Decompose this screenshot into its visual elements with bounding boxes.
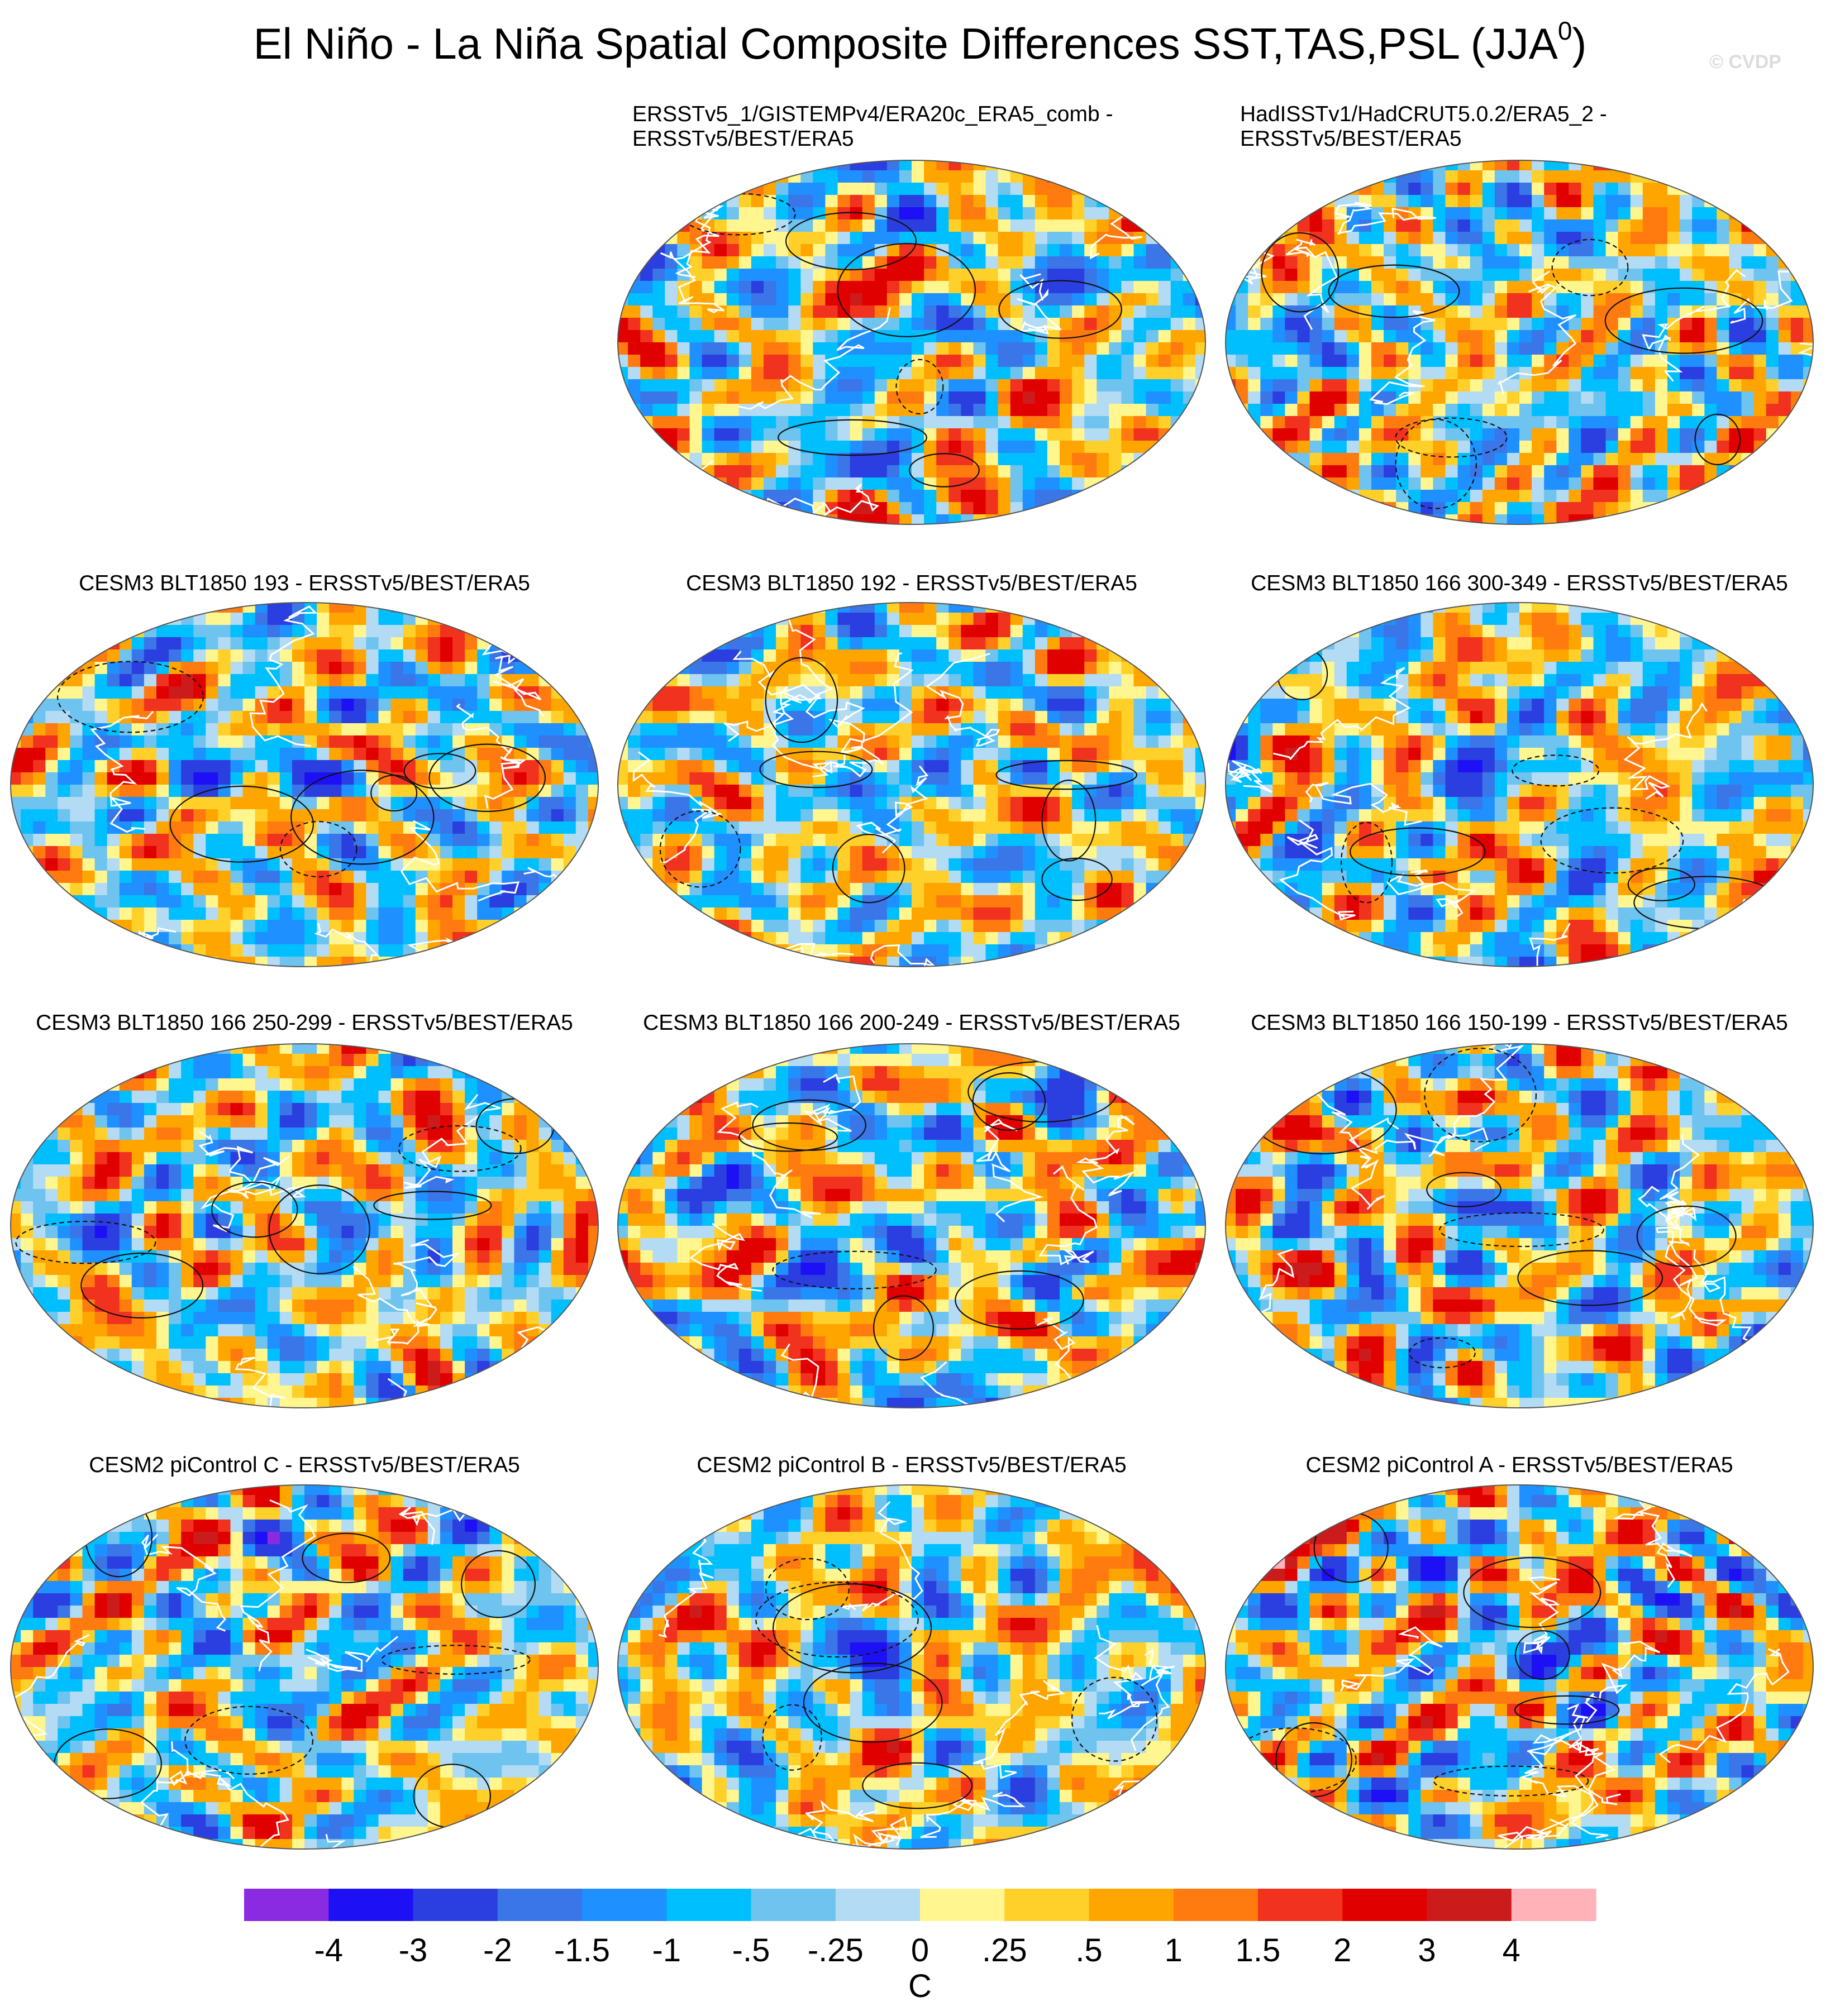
colorbar-swatch <box>497 1889 583 1921</box>
panel-title-line: ERSSTv5/BEST/ERA5 <box>632 127 854 151</box>
colorbar-swatch <box>1173 1889 1259 1921</box>
map-field <box>11 1044 598 1408</box>
colorbar-tick-label: -2 <box>483 1932 512 1969</box>
map-r1c3 <box>1225 160 1814 525</box>
colorbar-tick-label: 3 <box>1418 1932 1436 1969</box>
map-field <box>618 160 1205 524</box>
colorbar-tick-label: 1.5 <box>1236 1932 1281 1969</box>
panel-title-line: CESM3 BLT1850 166 300-349 - ERSSTv5/BEST… <box>1251 571 1788 595</box>
panel-title-r2c3: CESM3 BLT1850 166 300-349 - ERSSTv5/BEST… <box>1207 571 1832 596</box>
panel-title-line: ERSSTv5_1/GISTEMPv4/ERA20c_ERA5_comb - <box>632 102 1113 126</box>
panel-title-r3c1: CESM3 BLT1850 166 250-299 - ERSSTv5/BEST… <box>0 1011 617 1035</box>
colorbar-tick-label: .25 <box>982 1932 1027 1969</box>
colorbar-swatch <box>835 1889 921 1921</box>
colorbar-swatch <box>666 1889 752 1921</box>
panel-title-line: ERSSTv5/BEST/ERA5 <box>1240 127 1462 151</box>
map-r3c2 <box>617 1043 1206 1408</box>
map-r2c3 <box>1225 602 1814 967</box>
colorbar-unit: C <box>908 1968 932 2004</box>
panel-title-line: HadISSTv1/HadCRUT5.0.2/ERA5_2 - <box>1240 102 1607 126</box>
colorbar-swatch <box>1342 1889 1428 1921</box>
colorbar-swatch <box>328 1889 414 1921</box>
map-r4c3 <box>1225 1484 1814 1850</box>
colorbar-tick-label: -.25 <box>808 1932 864 1969</box>
colorbar-swatch <box>751 1889 836 1921</box>
colorbar-tick-label: -1.5 <box>554 1932 610 1969</box>
panel-title-r3c2: CESM3 BLT1850 166 200-249 - ERSSTv5/BEST… <box>599 1011 1224 1035</box>
colorbar-tick-label: -3 <box>399 1932 428 1969</box>
map-field <box>1226 160 1813 524</box>
map-r3c1 <box>10 1043 599 1408</box>
colorbar-swatch <box>1258 1889 1343 1921</box>
panel-title-line: CESM3 BLT1850 166 200-249 - ERSSTv5/BEST… <box>643 1011 1180 1035</box>
panel-title-line: CESM3 BLT1850 192 - ERSSTv5/BEST/ERA5 <box>686 571 1137 595</box>
panel-title-line: CESM2 piControl B - ERSSTv5/BEST/ERA5 <box>697 1453 1127 1477</box>
map-r2c2 <box>617 602 1206 967</box>
panel-title-line: CESM3 BLT1850 166 250-299 - ERSSTv5/BEST… <box>36 1011 573 1035</box>
map-r4c1 <box>10 1484 599 1850</box>
colorbar-tick-label: -1 <box>652 1932 681 1969</box>
colorbar-tick-label: -.5 <box>732 1932 770 1969</box>
panel-title-r4c2: CESM2 piControl B - ERSSTv5/BEST/ERA5 <box>599 1453 1224 1478</box>
map-field <box>618 1485 1205 1849</box>
map-field <box>11 603 598 967</box>
panel-title-r1c2: ERSSTv5_1/GISTEMPv4/ERA20c_ERA5_comb - ER… <box>632 102 1113 151</box>
colorbar-tick-label: 2 <box>1333 1932 1351 1969</box>
panel-title-r2c1: CESM3 BLT1850 193 - ERSSTv5/BEST/ERA5 <box>0 571 617 596</box>
colorbar-swatch <box>413 1889 498 1921</box>
map-field <box>618 603 1205 967</box>
panel-title-r4c1: CESM2 piControl C - ERSSTv5/BEST/ERA5 <box>0 1453 617 1478</box>
colorbar-tick-label: 1 <box>1165 1932 1183 1969</box>
colorbar-swatch <box>920 1889 1005 1921</box>
panel-title-line: CESM2 piControl A - ERSSTv5/BEST/ERA5 <box>1305 1453 1733 1477</box>
map-field <box>1226 1485 1813 1849</box>
panel-title-r3c3: CESM3 BLT1850 166 150-199 - ERSSTv5/BEST… <box>1207 1011 1832 1035</box>
colorbar-swatch <box>1511 1889 1596 1921</box>
map-r1c2 <box>617 160 1206 525</box>
colorbar-swatch <box>244 1889 329 1921</box>
page-title: El Niño - La Niña Spatial Composite Diff… <box>253 16 1587 68</box>
panel-title-r2c2: CESM3 BLT1850 192 - ERSSTv5/BEST/ERA5 <box>599 571 1224 596</box>
panel-title-line: CESM2 piControl C - ERSSTv5/BEST/ERA5 <box>89 1453 520 1477</box>
colorbar-swatch <box>1427 1889 1512 1921</box>
map-r2c1 <box>10 602 599 967</box>
panel-title-r4c3: CESM2 piControl A - ERSSTv5/BEST/ERA5 <box>1207 1453 1832 1478</box>
colorbar-tick-label: 4 <box>1503 1932 1520 1969</box>
map-r4c2 <box>617 1484 1206 1850</box>
map-r3c3 <box>1225 1043 1814 1408</box>
panel-title-line: CESM3 BLT1850 193 - ERSSTv5/BEST/ERA5 <box>79 571 530 595</box>
colorbar-tick-label: .5 <box>1075 1932 1102 1969</box>
map-field <box>11 1485 598 1849</box>
panel-title-line: CESM3 BLT1850 166 150-199 - ERSSTv5/BEST… <box>1251 1011 1788 1035</box>
colorbar-tick-label: -4 <box>314 1932 344 1969</box>
colorbar-swatch <box>582 1889 667 1921</box>
colorbar-tick-label: 0 <box>911 1932 929 1969</box>
panel-title-r1c3: HadISSTv1/HadCRUT5.0.2/ERA5_2 - ERSSTv5/B… <box>1240 102 1607 151</box>
colorbar-swatch <box>1004 1889 1090 1921</box>
watermark: © CVDP <box>1709 51 1781 73</box>
colorbar-swatch <box>1089 1889 1174 1921</box>
